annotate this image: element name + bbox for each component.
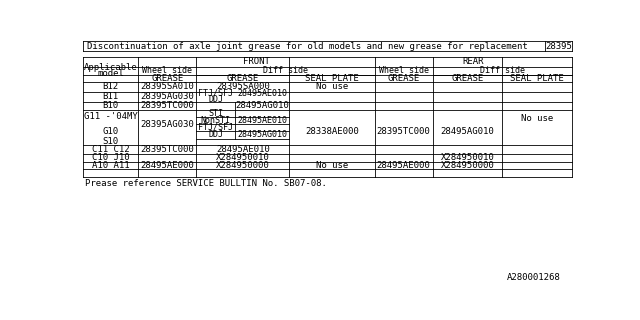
Text: 28395AG030: 28395AG030: [140, 92, 194, 101]
Text: FTJ/SFJ: FTJ/SFJ: [198, 123, 233, 132]
Text: C10 J10: C10 J10: [92, 153, 129, 162]
Text: DDJ: DDJ: [208, 130, 223, 139]
Text: No use: No use: [521, 114, 554, 123]
Text: 28395AG030: 28395AG030: [140, 120, 194, 129]
Text: Discontinuation of axle joint grease for old models and new grease for replaceme: Discontinuation of axle joint grease for…: [87, 42, 528, 51]
Text: GREASE: GREASE: [227, 74, 259, 83]
Text: 28495AE010: 28495AE010: [237, 89, 287, 98]
Text: X284950010: X284950010: [216, 153, 269, 162]
Text: GREASE: GREASE: [387, 74, 420, 83]
Text: 28395TC000: 28395TC000: [140, 145, 194, 154]
Text: G10: G10: [102, 127, 118, 136]
Text: 28395SA010: 28395SA010: [140, 83, 194, 92]
Text: S10: S10: [102, 138, 118, 147]
Text: GREASE: GREASE: [451, 74, 484, 83]
Text: Applicable: Applicable: [84, 63, 138, 72]
Text: 28395TC000: 28395TC000: [377, 127, 431, 136]
Text: 28495AE010: 28495AE010: [237, 116, 287, 125]
Text: Diff side: Diff side: [263, 66, 308, 75]
Text: No use: No use: [316, 161, 348, 170]
Text: A10 A11: A10 A11: [92, 161, 129, 170]
Text: No use: No use: [316, 83, 348, 92]
Text: X284950000: X284950000: [440, 161, 494, 170]
Text: 28495AG010: 28495AG010: [237, 130, 287, 139]
Text: B12: B12: [102, 83, 118, 92]
Text: 28495AE010: 28495AE010: [216, 145, 269, 154]
Text: B10: B10: [102, 101, 118, 110]
Text: FRONT: FRONT: [243, 57, 269, 66]
Text: 28395: 28395: [545, 42, 572, 51]
Text: B11: B11: [102, 92, 118, 101]
Text: 28495AG010: 28495AG010: [440, 127, 494, 136]
Text: DDJ: DDJ: [208, 95, 223, 104]
Text: 28495AE000: 28495AE000: [377, 161, 431, 170]
Text: 28395TC000: 28395TC000: [140, 101, 194, 110]
Text: X284950000: X284950000: [216, 161, 269, 170]
Text: 28338AE000: 28338AE000: [305, 127, 359, 136]
Text: SEAL PLATE: SEAL PLATE: [305, 74, 359, 83]
Text: SEAL PLATE: SEAL PLATE: [510, 74, 564, 83]
Text: Wheel side: Wheel side: [379, 66, 429, 75]
Text: NonSTI: NonSTI: [200, 116, 230, 125]
Text: C11 C12: C11 C12: [92, 145, 129, 154]
Text: model: model: [97, 69, 124, 78]
Text: G11 -'04MY: G11 -'04MY: [84, 112, 138, 121]
Text: 28395SA000: 28395SA000: [216, 83, 269, 92]
Text: 28495AG010: 28495AG010: [236, 101, 289, 110]
Text: 28495AE000: 28495AE000: [140, 161, 194, 170]
Text: REAR: REAR: [463, 57, 484, 66]
Text: Diff side: Diff side: [480, 66, 525, 75]
Text: Prease reference SERVICE BULLTIN No. SB07-08.: Prease reference SERVICE BULLTIN No. SB0…: [85, 179, 327, 188]
Text: STI: STI: [208, 109, 223, 118]
Text: GREASE: GREASE: [151, 74, 183, 83]
Text: A280001268: A280001268: [507, 273, 561, 282]
Text: X284950010: X284950010: [440, 153, 494, 162]
Text: FTJ/SFJ: FTJ/SFJ: [198, 89, 233, 98]
Text: Wheel side: Wheel side: [142, 66, 192, 75]
